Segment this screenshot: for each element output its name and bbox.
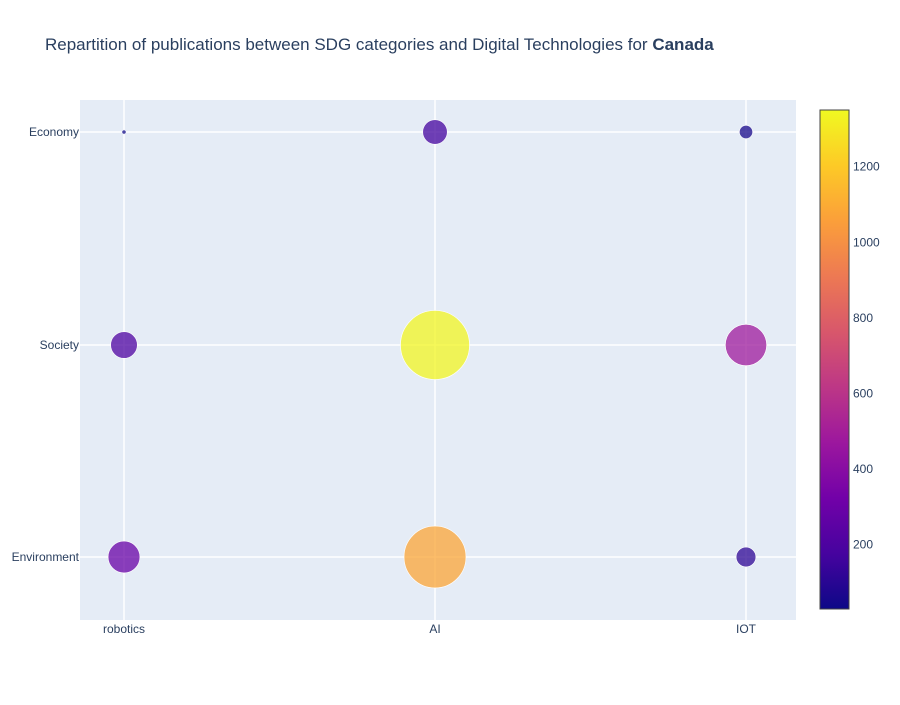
chart-title-prefix: Repartition of publications between SDG … bbox=[45, 35, 652, 54]
colorbar-ticks: 200 400 600 800 1000 1200 bbox=[853, 160, 880, 552]
bubble-ai-society[interactable] bbox=[400, 310, 470, 380]
bubble-iot-economy[interactable] bbox=[739, 125, 753, 139]
x-tick-label-iot: IOT bbox=[736, 622, 757, 636]
x-tick-label-robotics: robotics bbox=[103, 622, 145, 636]
colorbar-tick-label-200: 200 bbox=[853, 538, 873, 552]
bubble-ai-economy[interactable] bbox=[422, 119, 448, 145]
bubble-robotics-environment[interactable] bbox=[107, 540, 141, 574]
colorbar-tick-label-1200: 1200 bbox=[853, 160, 880, 174]
bubble-iot-society[interactable] bbox=[725, 324, 767, 366]
x-tick-label-ai: AI bbox=[429, 622, 440, 636]
y-tick-label-environment: Environment bbox=[12, 550, 80, 564]
y-axis-ticks: Environment Society Economy bbox=[12, 125, 80, 564]
bubble-robotics-economy[interactable] bbox=[121, 129, 127, 135]
bubble-robotics-society[interactable] bbox=[110, 331, 138, 359]
colorbar-tick-label-600: 600 bbox=[853, 387, 873, 401]
bubble-iot-environment[interactable] bbox=[735, 546, 757, 568]
colorbar-tick-label-1000: 1000 bbox=[853, 235, 880, 249]
chart-title-highlight: Canada bbox=[652, 35, 714, 54]
y-tick-label-society: Society bbox=[40, 338, 79, 352]
chart-title: Repartition of publications between SDG … bbox=[45, 35, 714, 54]
colorbar: 200 400 600 800 1000 1200 bbox=[819, 109, 880, 610]
y-tick-label-economy: Economy bbox=[29, 125, 79, 139]
bubbles bbox=[107, 119, 767, 589]
x-axis-ticks: robotics AI IOT bbox=[103, 622, 757, 636]
colorbar-tick-label-800: 800 bbox=[853, 311, 873, 325]
bubble-ai-environment[interactable] bbox=[403, 525, 467, 589]
colorbar-gradient bbox=[819, 109, 850, 610]
colorbar-tick-label-400: 400 bbox=[853, 462, 873, 476]
